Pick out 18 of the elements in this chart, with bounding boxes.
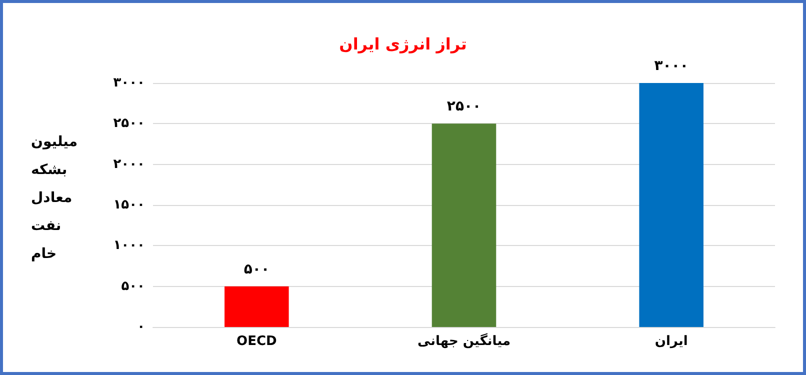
data-label: ۲۵۰۰ [446,98,482,115]
y-tick-label: ۰ [137,320,145,334]
x-tick-label: ایران [654,334,688,349]
x-tick-label: میانگین جهانی [417,333,511,349]
y-tick-label: ۵۰۰ [121,278,145,294]
data-label: ۵۰۰ [244,261,270,278]
y-tick-label: ۲۵۰۰ [113,116,145,132]
y-tick-label: ۱۰۰۰ [113,238,145,254]
y-tick-label: ۱۵۰۰ [113,198,145,212]
bar [224,286,289,327]
bar [639,83,704,327]
bar [432,124,496,327]
data-label: ۳۰۰۰ [654,58,688,74]
y-tick-label: ۲۰۰۰ [113,156,145,172]
y-axis-title: میلیون بشکه معادل نفت خام [31,134,78,262]
chart-title: تراز انرژی ایران [339,34,467,54]
y-tick-label: ۳۰۰۰ [113,76,145,90]
x-tick-label: OECD [236,334,278,349]
